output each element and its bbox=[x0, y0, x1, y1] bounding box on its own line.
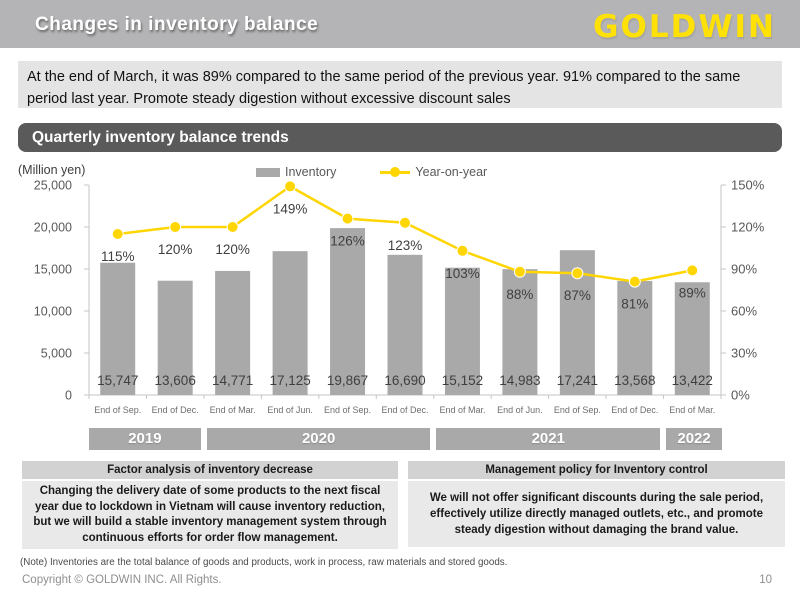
inventory-bar bbox=[617, 281, 653, 395]
inventory-chart: 25,000 20,000 15,000 10,000 5,000 0 150% 120% 90… bbox=[34, 180, 765, 415]
year-on-year-marker bbox=[399, 216, 411, 229]
bar-value-label: 15,747 bbox=[97, 373, 138, 388]
bar-value-label: 14,771 bbox=[212, 373, 253, 388]
x-axis-label: End of Dec. bbox=[381, 405, 428, 415]
right-axis-tick-label: 60% bbox=[731, 304, 757, 319]
legend-item-inventory: Inventory bbox=[256, 165, 336, 179]
x-axis-label: End of Dec. bbox=[611, 405, 658, 415]
year-band-2020: 2020 bbox=[206, 428, 431, 450]
goldwin-logo: GOLDWIN bbox=[593, 9, 776, 45]
right-axis-tick-label: 150% bbox=[731, 180, 765, 193]
bar-value-label: 17,241 bbox=[557, 373, 598, 388]
page-title: Changes in inventory balance bbox=[35, 14, 319, 35]
footer: Copyright © GOLDWIN INC. All Rights. 10 bbox=[0, 574, 800, 586]
chart-legend: Inventory Year-on-year bbox=[256, 165, 487, 179]
year-band-2021: 2021 bbox=[436, 428, 661, 450]
inventory-bar bbox=[215, 270, 251, 395]
factor-analysis-box: Factor analysis of inventory decrease Ch… bbox=[22, 461, 398, 549]
year-band-row: 2019 2020 2021 2022 bbox=[89, 428, 722, 450]
bar-value-label: 13,422 bbox=[672, 373, 713, 388]
year-on-year-marker bbox=[111, 228, 124, 240]
line-marker-icon bbox=[390, 167, 401, 177]
bar-value-label: 13,606 bbox=[155, 373, 196, 388]
inventory-bar bbox=[387, 254, 423, 395]
inventory-bar bbox=[674, 282, 710, 395]
year-band-2019: 2019 bbox=[89, 428, 201, 450]
inventory-bar bbox=[444, 267, 480, 395]
year-on-year-marker bbox=[686, 264, 699, 277]
year-on-year-marker bbox=[226, 221, 239, 233]
x-axis-label: End of Sep. bbox=[324, 405, 371, 415]
left-axis-tick-label: 5,000 bbox=[41, 347, 72, 361]
right-axis-tick-label: 120% bbox=[731, 220, 765, 235]
year-on-year-marker bbox=[169, 221, 182, 233]
year-on-year-marker bbox=[513, 265, 526, 278]
left-axis-tick-label: 10,000 bbox=[34, 305, 72, 319]
bar-value-label: 13,568 bbox=[614, 373, 655, 388]
x-axis-label: End of Mar. bbox=[669, 405, 715, 415]
year-on-year-value-label: 81% bbox=[621, 297, 648, 312]
right-axis-tick-label: 90% bbox=[731, 262, 757, 277]
bar-value-label: 14,983 bbox=[499, 373, 540, 388]
footnote: (Note) Inventories are the total balance… bbox=[20, 557, 508, 568]
right-axis-tick-label: 30% bbox=[731, 346, 757, 361]
year-on-year-value-label: 115% bbox=[101, 249, 135, 264]
year-on-year-value-label: 123% bbox=[388, 238, 423, 253]
year-on-year-value-label: 87% bbox=[564, 288, 591, 303]
line-swatch-icon bbox=[380, 167, 411, 177]
year-band-2022: 2022 bbox=[666, 428, 722, 450]
inventory-bar bbox=[100, 262, 136, 395]
x-axis-label: End of Dec. bbox=[152, 405, 199, 415]
factor-analysis-body: Changing the delivery date of some produ… bbox=[22, 481, 398, 549]
bar-value-label: 17,125 bbox=[269, 373, 310, 388]
year-on-year-marker bbox=[456, 244, 469, 257]
management-policy-title: Management policy for Inventory control bbox=[408, 461, 785, 479]
year-on-year-value-label: 126% bbox=[330, 234, 365, 249]
legend-item-year-on-year: Year-on-year bbox=[380, 165, 487, 179]
bar-value-label: 19,867 bbox=[327, 373, 368, 388]
bar-value-label: 16,690 bbox=[384, 373, 425, 388]
x-axis-label: End of Sep. bbox=[554, 405, 601, 415]
summary-box: At the end of March, it was 89% compared… bbox=[18, 61, 782, 108]
year-on-year-marker bbox=[341, 212, 354, 225]
x-axis-label: End of Jun. bbox=[267, 405, 313, 415]
year-on-year-marker bbox=[284, 180, 297, 193]
x-axis-label: End of Jun. bbox=[497, 405, 543, 415]
left-axis-unit-label: (Million yen) bbox=[18, 163, 86, 177]
right-axis-tick-label: 0% bbox=[731, 388, 750, 403]
year-on-year-value-label: 88% bbox=[506, 287, 533, 302]
chart-title: Quarterly inventory balance trends bbox=[32, 129, 289, 146]
inventory-bar bbox=[330, 228, 366, 395]
inventory-bar bbox=[157, 280, 193, 395]
management-policy-body: We will not offer significant discounts … bbox=[408, 481, 785, 547]
year-on-year-marker bbox=[628, 275, 641, 288]
x-axis-label: End of Mar. bbox=[439, 405, 485, 415]
inventory-bar bbox=[272, 251, 308, 395]
year-on-year-value-label: 103% bbox=[445, 266, 480, 281]
legend-label-inventory: Inventory bbox=[285, 165, 337, 179]
inventory-bar bbox=[502, 269, 538, 395]
page-number: 10 bbox=[759, 574, 772, 586]
year-on-year-value-label: 89% bbox=[679, 285, 706, 300]
year-on-year-marker bbox=[571, 267, 584, 280]
chart-title-bar: Quarterly inventory balance trends bbox=[18, 123, 782, 152]
left-axis-tick-label: 25,000 bbox=[34, 180, 72, 193]
management-policy-box: Management policy for Inventory control … bbox=[408, 461, 785, 547]
year-on-year-value-label: 120% bbox=[215, 242, 250, 257]
year-on-year-value-label: 149% bbox=[273, 201, 308, 216]
legend-label-year-on-year: Year-on-year bbox=[415, 165, 488, 179]
factor-analysis-title: Factor analysis of inventory decrease bbox=[22, 461, 398, 479]
left-axis-tick-label: 15,000 bbox=[34, 263, 72, 277]
copyright-text: Copyright © GOLDWIN INC. All Rights. bbox=[22, 574, 222, 586]
summary-text: At the end of March, it was 89% compared… bbox=[27, 69, 741, 107]
bar-swatch-icon bbox=[256, 167, 280, 177]
left-axis-tick-label: 0 bbox=[65, 389, 72, 403]
left-axis-tick-label: 20,000 bbox=[34, 221, 72, 235]
year-on-year-value-label: 120% bbox=[158, 242, 193, 257]
bar-value-label: 15,152 bbox=[442, 373, 483, 388]
x-axis-label: End of Mar. bbox=[210, 405, 256, 415]
header-bar: Changes in inventory balance GOLDWIN bbox=[0, 0, 800, 48]
x-axis-label: End of Sep. bbox=[94, 405, 141, 415]
